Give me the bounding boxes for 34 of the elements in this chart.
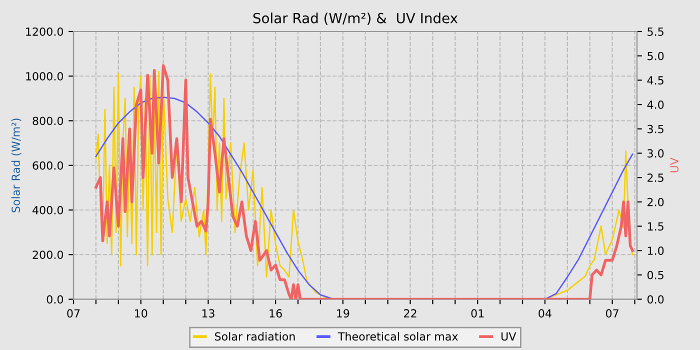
legend-label: UV bbox=[501, 332, 516, 341]
y2-tick-label: 2.0 bbox=[648, 198, 664, 206]
legend-label: Theoretical solar max bbox=[338, 332, 458, 341]
y2-tick-label: 2.5 bbox=[648, 174, 664, 182]
y2-tick-label: 1.5 bbox=[648, 222, 664, 231]
y-tick-label: 0.0 bbox=[46, 295, 64, 304]
y2-tick-label: 4.0 bbox=[647, 100, 664, 109]
x-tick-label: 01 bbox=[471, 309, 484, 318]
x-tick-label: 16 bbox=[270, 309, 282, 318]
x-tick-label: 22 bbox=[404, 309, 416, 318]
y-tick-label: 1200.0 bbox=[26, 27, 64, 36]
x-tick-label: 07 bbox=[67, 309, 80, 318]
y2-tick-label: 5.0 bbox=[648, 52, 664, 60]
y2-tick-label: 0.0 bbox=[647, 295, 664, 304]
y-tick-label: 600.0 bbox=[32, 161, 64, 170]
x-tick-label: 10 bbox=[135, 309, 148, 318]
y2-tick-label: 3.0 bbox=[648, 149, 664, 158]
y-tick-label: 1000.0 bbox=[26, 72, 64, 81]
x-tick-label: 13 bbox=[202, 309, 214, 318]
x-tick-label: 04 bbox=[538, 309, 552, 318]
x-tick-label: 07 bbox=[606, 309, 618, 318]
chart-title: Solar Rad (W/m²) & UV Index bbox=[253, 12, 458, 25]
y2-axis-title: UV bbox=[670, 158, 679, 172]
y-tick-label: 800.0 bbox=[32, 116, 64, 126]
y-tick-label: 400.0 bbox=[32, 206, 64, 214]
y2-tick-label: 0.5 bbox=[647, 270, 664, 280]
y2-tick-label: 3.5 bbox=[648, 124, 664, 134]
y2-tick-label: 1.0 bbox=[648, 246, 664, 255]
y-axis-title: Solar Rad (W/m²) bbox=[11, 118, 22, 212]
y-tick-label: 200.0 bbox=[32, 250, 64, 260]
x-tick-label: 19 bbox=[337, 309, 350, 318]
y2-tick-label: 5.5 bbox=[648, 28, 664, 36]
legend-label: Solar radiation bbox=[214, 332, 295, 341]
y2-tick-label: 4.5 bbox=[647, 76, 664, 85]
